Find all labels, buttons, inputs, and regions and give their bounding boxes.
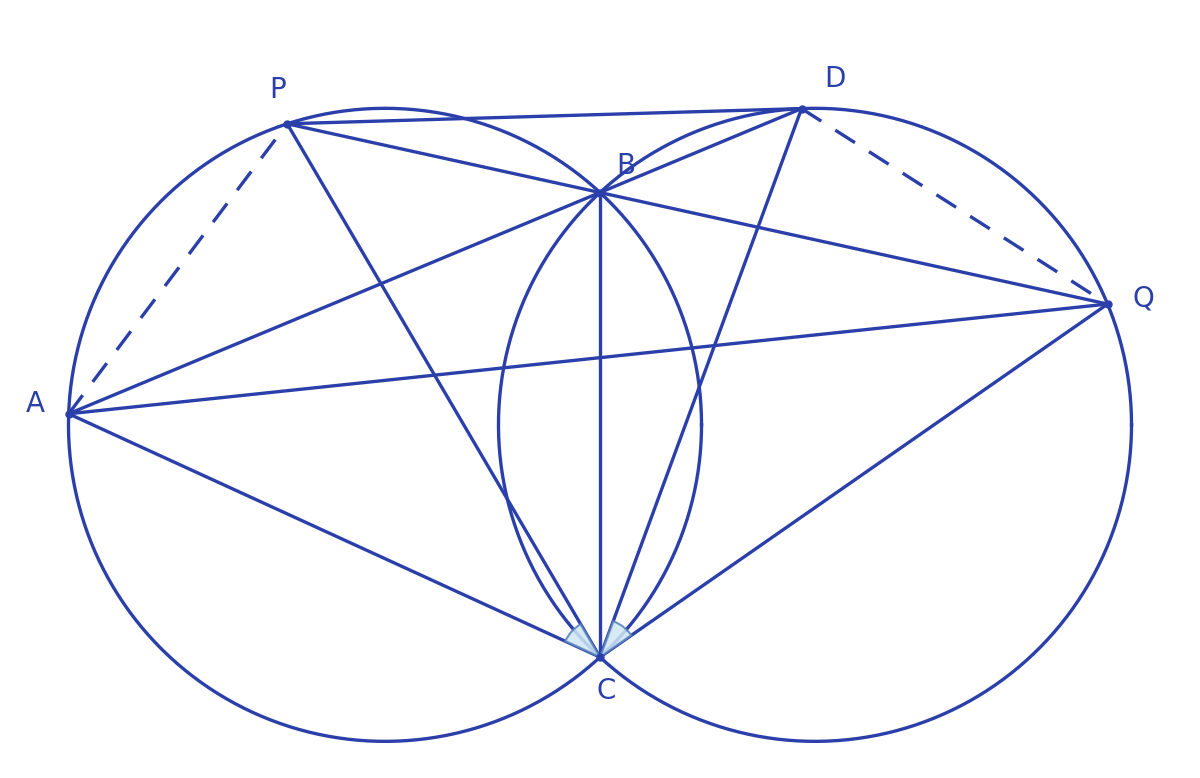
Text: C: C [596,677,616,705]
Text: Q: Q [1133,284,1154,312]
Wedge shape [565,624,600,657]
Wedge shape [600,622,631,657]
Text: B: B [617,152,636,180]
Text: P: P [269,76,286,104]
Text: D: D [824,65,846,93]
Text: A: A [25,391,44,419]
